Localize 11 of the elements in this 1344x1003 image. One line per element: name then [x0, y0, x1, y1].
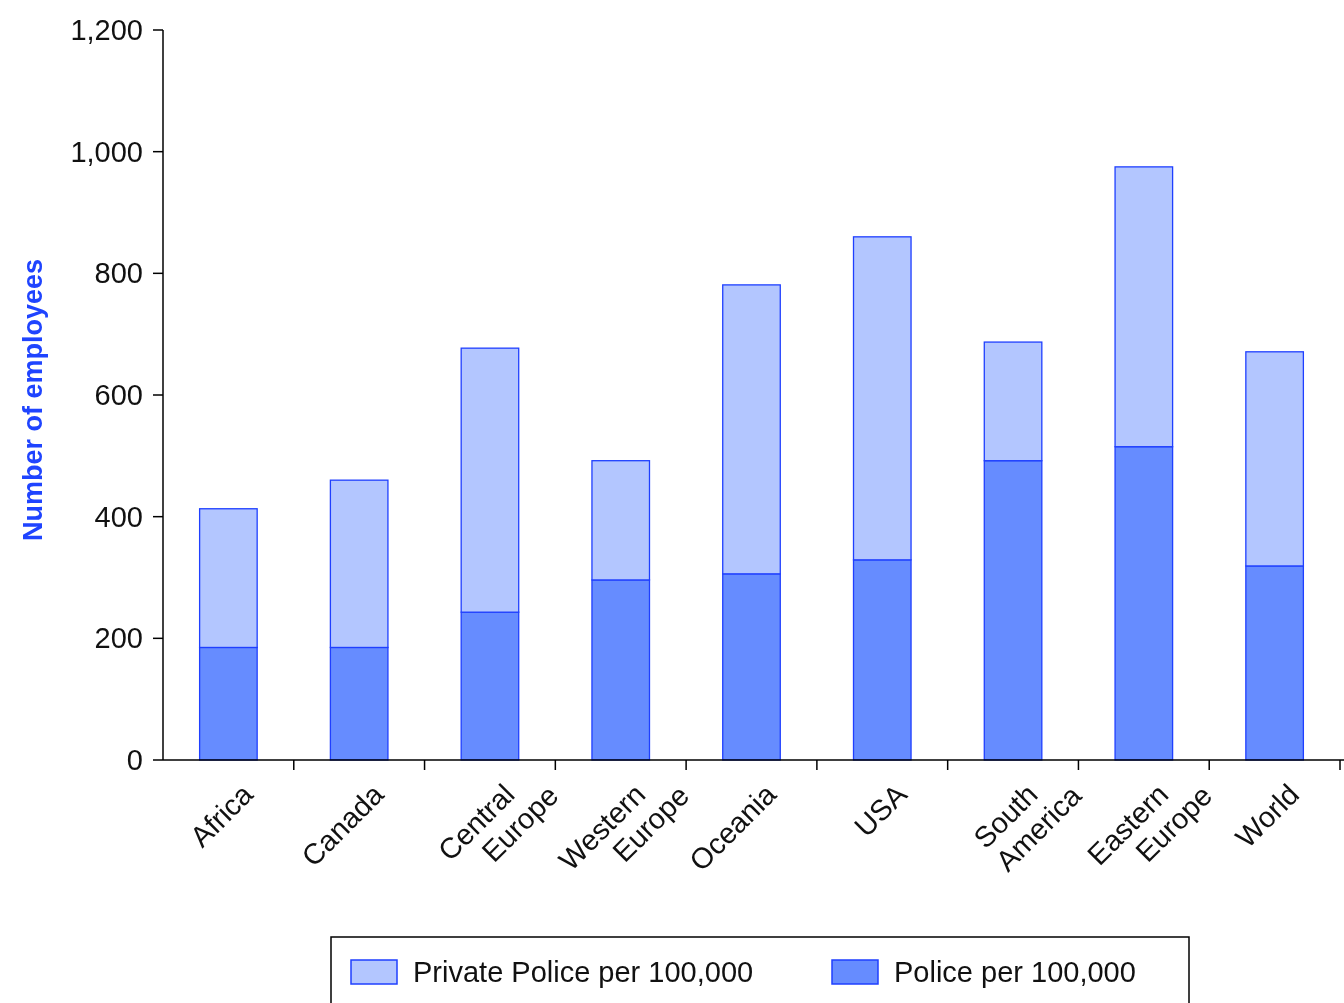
legend-label: Police per 100,000	[894, 956, 1136, 989]
y-tick-label: 400	[94, 500, 143, 533]
y-tick-label: 600	[94, 379, 143, 412]
x-tick-label: USA	[848, 777, 914, 843]
y-tick-label: 1,200	[70, 14, 143, 47]
y-axis-title: Number of employees	[18, 258, 48, 542]
y-tick-label: 1,000	[70, 135, 143, 168]
y-tick-label: 800	[94, 257, 143, 290]
legend-label: Private Police per 100,000	[413, 956, 754, 989]
y-tick-label: 200	[94, 622, 143, 655]
y-tick-label: 0	[126, 744, 143, 777]
